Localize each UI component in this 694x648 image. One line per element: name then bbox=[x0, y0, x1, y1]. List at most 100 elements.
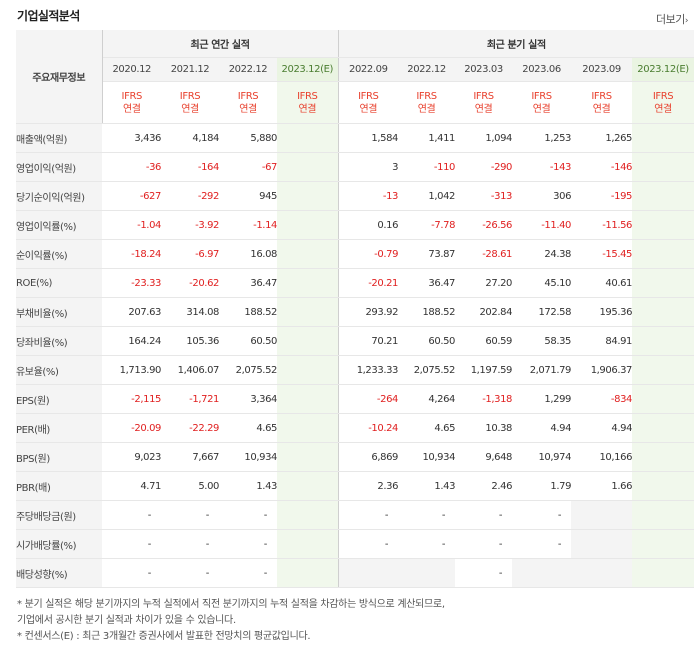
period-quarter-5: 2023.12(E) bbox=[632, 57, 694, 82]
cell-value: 4.65 bbox=[219, 413, 277, 443]
row-label: 순이익률(%) bbox=[16, 239, 102, 269]
cell-value: -11.40 bbox=[512, 210, 572, 240]
cell-value bbox=[277, 529, 339, 559]
cell-value: 10,934 bbox=[398, 442, 456, 472]
basis-annual-0: IFRS 연결 bbox=[102, 81, 161, 124]
cell-value bbox=[277, 558, 339, 588]
cell-value bbox=[632, 268, 694, 298]
cell-value: 0.16 bbox=[337, 210, 399, 240]
cell-value: 1,197.59 bbox=[455, 355, 513, 385]
cell-value: -26.56 bbox=[455, 210, 513, 240]
cell-value: -22.29 bbox=[161, 413, 219, 443]
cell-value bbox=[277, 297, 339, 327]
table-row: 부채비율(%) 207.63 314.08 188.52 293.92 188.52 202… bbox=[16, 297, 694, 327]
cell-value: -110 bbox=[398, 152, 456, 182]
cell-value: 40.61 bbox=[571, 268, 633, 298]
cell-value: 1,411 bbox=[398, 123, 456, 153]
cell-value: 60.50 bbox=[398, 326, 456, 356]
cell-value: 306 bbox=[512, 181, 572, 211]
cell-value: -834 bbox=[571, 384, 633, 414]
cell-value: -1,318 bbox=[455, 384, 513, 414]
basis-ifrs-label: IFRS bbox=[297, 90, 318, 102]
cell-value: - bbox=[512, 529, 572, 559]
cell-value bbox=[632, 297, 694, 327]
cell-value: 6,869 bbox=[337, 442, 399, 472]
cell-value: - bbox=[337, 500, 399, 530]
cell-value: 3,436 bbox=[102, 123, 161, 153]
cell-value: - bbox=[219, 500, 277, 530]
group-quarter: 최근 분기 실적 bbox=[337, 30, 694, 58]
table-row: BPS(원) 9,023 7,667 10,934 6,869 10,934 9,648 10… bbox=[16, 442, 694, 472]
section-title: 기업실적분석 bbox=[17, 9, 80, 23]
basis-annual-2: IFRS 연결 bbox=[219, 81, 277, 124]
cell-value: 9,023 bbox=[102, 442, 161, 472]
cell-value: 207.63 bbox=[102, 297, 161, 327]
basis-quarter-3: IFRS 연결 bbox=[512, 81, 572, 124]
table-row: 당좌비율(%) 164.24 105.36 60.50 70.21 60.50 60.59 5… bbox=[16, 326, 694, 356]
cell-value: 10,974 bbox=[512, 442, 572, 472]
cell-value bbox=[277, 413, 339, 443]
cell-value: 202.84 bbox=[455, 297, 513, 327]
cell-value: 4.94 bbox=[512, 413, 572, 443]
basis-quarter-2: IFRS 연결 bbox=[455, 81, 513, 124]
cell-value bbox=[632, 558, 694, 588]
cell-value: -6.97 bbox=[161, 239, 219, 269]
more-label: 더보기 bbox=[656, 13, 685, 26]
row-label: BPS(원) bbox=[16, 442, 102, 472]
cell-value: 10,934 bbox=[219, 442, 277, 472]
cell-value: 195.36 bbox=[571, 297, 633, 327]
cell-value: 36.47 bbox=[219, 268, 277, 298]
cell-value: 2,075.52 bbox=[219, 355, 277, 385]
cell-value: 4.71 bbox=[102, 471, 161, 501]
cell-value bbox=[277, 471, 339, 501]
cell-value: 1.79 bbox=[512, 471, 572, 501]
row-label: ROE(%) bbox=[16, 268, 102, 298]
cell-value bbox=[632, 326, 694, 356]
cell-value bbox=[277, 442, 339, 472]
basis-quarter-4: IFRS 연결 bbox=[571, 81, 633, 124]
cell-value bbox=[277, 181, 339, 211]
cell-value: -11.56 bbox=[571, 210, 633, 240]
period-annual-0: 2020.12 bbox=[102, 57, 161, 82]
cell-value: 188.52 bbox=[398, 297, 456, 327]
row-label: 배당성향(%) bbox=[16, 558, 102, 588]
cell-value: 1,584 bbox=[337, 123, 399, 153]
cell-value: 27.20 bbox=[455, 268, 513, 298]
cell-value bbox=[277, 239, 339, 269]
cell-value: -146 bbox=[571, 152, 633, 182]
table-row: PER(배) -20.09 -22.29 4.65 -10.24 4.65 10.38 4.9… bbox=[16, 413, 694, 443]
cell-value: 1,233.33 bbox=[337, 355, 399, 385]
cell-value: -20.21 bbox=[337, 268, 399, 298]
cell-value: 1,299 bbox=[512, 384, 572, 414]
cell-value: -2,115 bbox=[102, 384, 161, 414]
cell-value: 4.94 bbox=[571, 413, 633, 443]
basis-ifrs-label: IFRS bbox=[358, 90, 379, 102]
cell-value: -627 bbox=[102, 181, 161, 211]
cell-value bbox=[277, 326, 339, 356]
cell-value: -15.45 bbox=[571, 239, 633, 269]
cell-value: 164.24 bbox=[102, 326, 161, 356]
chevron-right-icon: › bbox=[684, 16, 689, 26]
footnote-2: 기업에서 공시한 분기 실적과 차이가 있을 수 있습니다. bbox=[17, 615, 236, 626]
period-annual-3: 2023.12(E) bbox=[277, 57, 339, 82]
row-label: 영업이익률(%) bbox=[16, 210, 102, 240]
basis-consolidated-label: 연결 bbox=[654, 103, 672, 115]
more-link[interactable]: 더보기› bbox=[656, 11, 689, 27]
cell-value: 945 bbox=[219, 181, 277, 211]
cell-value: -1.14 bbox=[219, 210, 277, 240]
period-quarter-4: 2023.09 bbox=[571, 57, 633, 82]
cell-value bbox=[571, 558, 633, 588]
cell-value: - bbox=[161, 558, 219, 588]
basis-quarter-1: IFRS 연결 bbox=[398, 81, 456, 124]
basis-ifrs-label: IFRS bbox=[179, 90, 201, 102]
basis-quarter-5: IFRS 연결 bbox=[632, 81, 694, 124]
cell-value bbox=[512, 558, 572, 588]
cell-value: 10,166 bbox=[571, 442, 633, 472]
row-label: 유보율(%) bbox=[16, 355, 102, 385]
cell-value: - bbox=[337, 529, 399, 559]
cell-value bbox=[277, 152, 339, 182]
cell-value: 105.36 bbox=[161, 326, 219, 356]
table-row: 영업이익(억원) -36 -164 -67 3 -110 -290 -143 -146 bbox=[16, 152, 694, 182]
cell-value bbox=[632, 181, 694, 211]
basis-ifrs-label: IFRS bbox=[652, 90, 674, 102]
